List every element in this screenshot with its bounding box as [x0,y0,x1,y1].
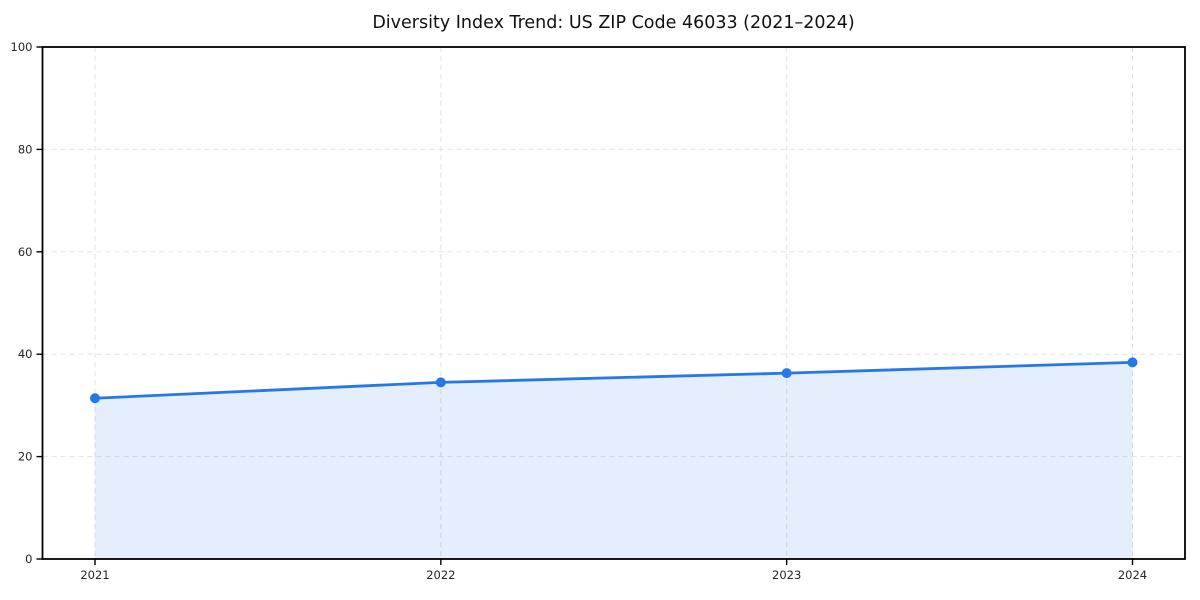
x-tick-label: 2023 [772,568,801,582]
chart-title: Diversity Index Trend: US ZIP Code 46033… [372,13,855,33]
trend-line [93,360,1134,400]
y-tick-label: 0 [25,552,32,566]
y-tick-label: 20 [18,450,33,464]
y-tick-label: 100 [11,40,33,54]
data-point-marker [1127,357,1138,368]
x-tick-label: 2021 [80,568,109,582]
y-tick-label: 60 [18,245,33,259]
x-tick-label: 2024 [1118,568,1147,582]
y-tick-label: 80 [18,142,33,156]
plot-frame [41,46,1186,560]
x-tick-label: 2022 [426,568,455,582]
data-point-marker [435,377,446,388]
data-point-marker [781,368,792,379]
data-point-marker [90,393,100,404]
area-fill [95,362,1133,559]
y-tick-label: 40 [18,347,33,361]
